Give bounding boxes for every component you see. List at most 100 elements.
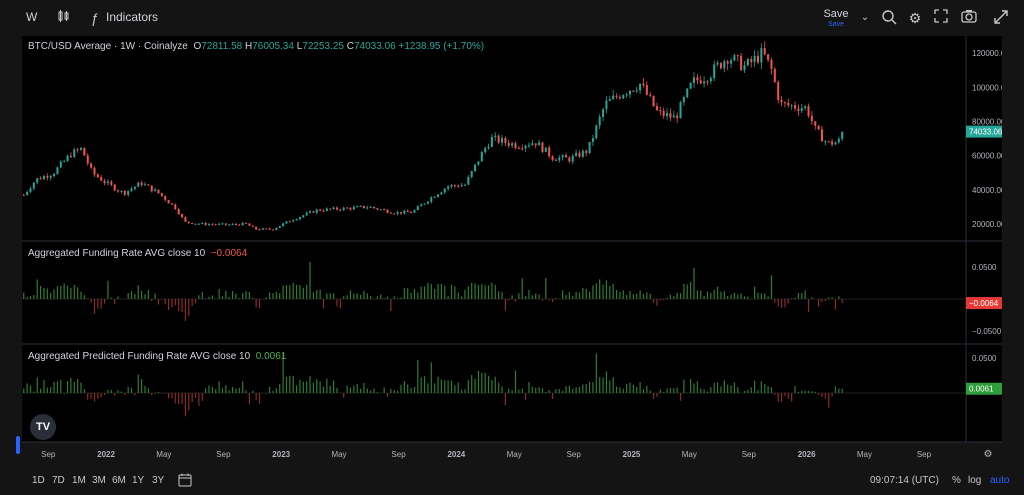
chart-area[interactable]: 120000.00 100000.00 80000.00 60000.00 40000.… (22, 36, 1002, 460)
percent-toggle[interactable]: % (952, 475, 961, 486)
candle-body (696, 77, 699, 81)
price-tick-label: 120000.00 (972, 49, 1002, 58)
clock-display[interactable]: 09:07:14 (UTC) (870, 475, 939, 486)
candle-body (79, 147, 83, 150)
candle-body (824, 141, 827, 143)
x-tick-label: 2022 (97, 450, 115, 459)
candle-body (618, 96, 621, 99)
candle-body (167, 200, 170, 204)
candle-body (534, 143, 537, 146)
candle-body (581, 150, 584, 157)
candle-body (282, 223, 285, 227)
candle-body (160, 193, 163, 197)
candle-body (453, 185, 456, 187)
candle-body (373, 206, 376, 209)
auto-toggle[interactable]: auto (990, 475, 1010, 486)
range-1m[interactable]: 1M (72, 475, 86, 486)
range-3y[interactable]: 3Y (152, 475, 165, 486)
candle-body (214, 224, 217, 226)
candle-body (379, 209, 382, 211)
candle-body (743, 65, 746, 71)
fullscreen-icon[interactable] (932, 9, 950, 27)
candle-body (612, 95, 615, 100)
candle-body (787, 102, 790, 106)
candle-body (319, 209, 322, 211)
candle-body (760, 48, 763, 63)
range-1y[interactable]: 1Y (132, 475, 145, 486)
indicators-icon[interactable]: ƒ (91, 10, 99, 26)
axis-settings-icon[interactable]: ⚙ (984, 449, 993, 460)
candle-body (278, 226, 281, 228)
candle-body (335, 207, 338, 210)
candle-body (753, 55, 756, 62)
quick-search-icon[interactable] (880, 9, 898, 27)
range-1d[interactable]: 1D (32, 475, 45, 486)
chevron-down-icon[interactable]: ⌄ (860, 12, 870, 23)
candle-body (608, 99, 611, 101)
candle-body (258, 229, 261, 231)
chart-svg[interactable]: 120000.00 100000.00 80000.00 60000.00 40000.… (22, 36, 1002, 468)
candle-body (69, 155, 72, 158)
range-6m[interactable]: 6M (112, 475, 126, 486)
candle-body (369, 206, 372, 208)
candle-body (568, 157, 571, 162)
candle-body (346, 207, 349, 209)
calendar-icon[interactable] (178, 473, 192, 490)
candle-body (575, 152, 578, 156)
range-7d[interactable]: 7D (52, 475, 65, 486)
candle-body (197, 223, 200, 225)
candle-body (588, 141, 591, 154)
candle-body (137, 182, 140, 187)
save-button[interactable]: Save Save (818, 8, 854, 28)
candle-body (810, 115, 813, 122)
candle-body (800, 108, 803, 111)
candle-body (635, 90, 638, 92)
candle-body (470, 171, 473, 178)
gear-icon[interactable]: ⚙ (908, 10, 922, 26)
interval-button[interactable]: W (26, 10, 38, 24)
candle-body (120, 190, 123, 192)
candle-body (460, 185, 463, 187)
candle-body (689, 82, 692, 89)
candle-body (207, 224, 211, 226)
candle-body (157, 189, 160, 194)
candle-body (90, 163, 93, 168)
range-3m[interactable]: 3M (92, 475, 106, 486)
main-title: BTC/USD Average · 1W · Coinalyze (28, 41, 188, 52)
x-tick-label: Sep (391, 450, 406, 459)
candle-body (767, 54, 770, 60)
candle-body (433, 196, 436, 198)
candle-body (73, 149, 76, 158)
candle-body (261, 228, 264, 230)
candle-body (113, 184, 116, 191)
chart-type-icon[interactable] (54, 9, 72, 27)
candle-body (154, 189, 157, 192)
candle-body (426, 201, 429, 204)
candle-body (39, 178, 42, 180)
indicators-button[interactable]: Indicators (106, 10, 159, 24)
camera-icon[interactable] (960, 9, 978, 27)
candle-body (723, 61, 726, 69)
candle-body (773, 68, 776, 82)
candle-body (669, 113, 672, 118)
open-value: 72811.58 (201, 41, 243, 52)
candle-body (591, 138, 594, 142)
x-tick-label: May (156, 450, 171, 459)
candle-body (686, 88, 689, 98)
drawing-toolbar-handle[interactable] (16, 436, 20, 454)
candle-body (430, 197, 433, 202)
candle-body (96, 174, 99, 178)
candle-body (437, 194, 440, 197)
trade-icon[interactable] (992, 9, 1010, 27)
candle-body (224, 223, 227, 225)
change-value: +1238.95 (+1.70%) (398, 41, 485, 52)
candle-body (26, 191, 29, 195)
log-toggle[interactable]: log (968, 475, 982, 486)
tradingview-logo[interactable]: TV (30, 414, 56, 440)
candle-body (234, 223, 237, 225)
candle-body (376, 208, 379, 210)
candle-body (817, 125, 820, 130)
candle-body (538, 142, 541, 146)
candle-body (423, 203, 426, 205)
candle-body (649, 94, 652, 96)
